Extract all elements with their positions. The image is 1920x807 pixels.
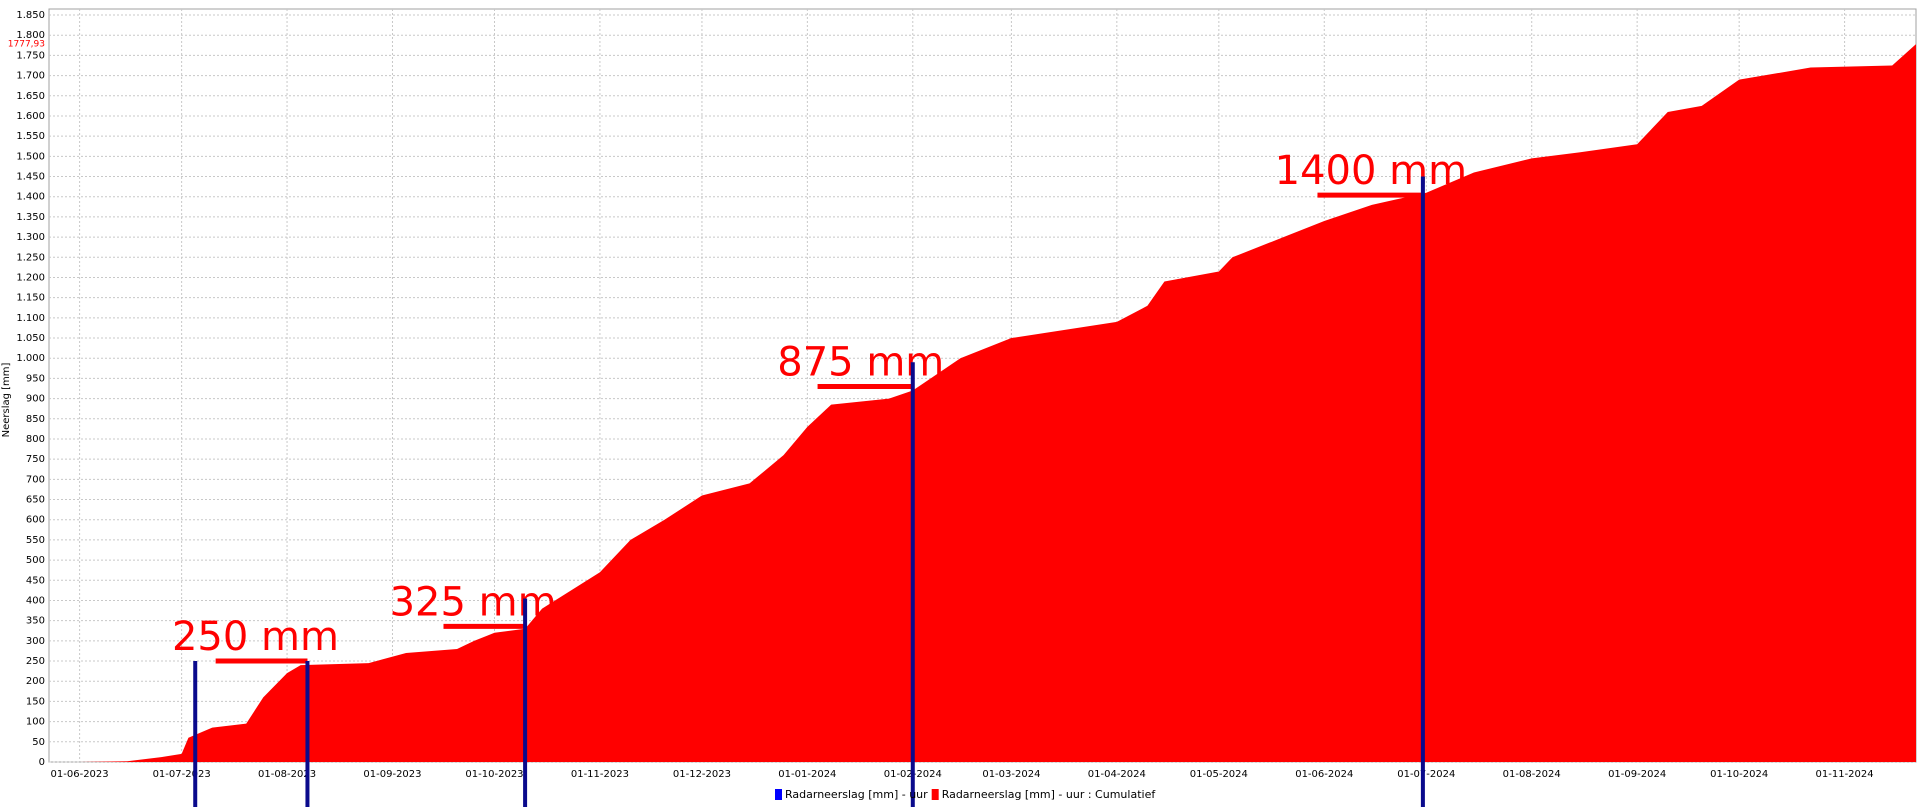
y-tick-label: 500 <box>26 555 45 566</box>
y-tick-label: 1.000 <box>16 353 45 364</box>
y-tick-label: 800 <box>26 434 45 445</box>
y-tick-label: 1.350 <box>16 212 45 223</box>
x-tick-label: 01-08-2023 <box>258 769 316 780</box>
x-tick-label: 01-09-2023 <box>363 769 421 780</box>
y-tick-label: 700 <box>26 474 45 485</box>
legend-label: Radarneerslag [mm] - uur <box>785 788 928 801</box>
y-tick-label: 1.250 <box>16 252 45 263</box>
x-tick-label: 01-06-2024 <box>1295 769 1353 780</box>
x-tick-label: 01-08-2024 <box>1503 769 1561 780</box>
x-tick-label: 01-04-2024 <box>1088 769 1146 780</box>
y-tick-label: 1.200 <box>16 272 45 283</box>
legend-label: Radarneerslag [mm] - uur : Cumulatief <box>942 788 1157 801</box>
y-tick-label: 600 <box>26 515 45 526</box>
y-tick-label: 1.650 <box>16 91 45 102</box>
annotation-text: 1400 mm <box>1275 148 1467 194</box>
last-value-label: 1777,93 <box>8 40 45 50</box>
x-tick-label: 01-07-2024 <box>1397 769 1455 780</box>
y-tick-label: 1.600 <box>16 111 45 122</box>
area <box>79 44 1916 763</box>
y-tick-label: 950 <box>26 373 45 384</box>
y-tick-label: 550 <box>26 535 45 546</box>
y-tick-label: 1.750 <box>16 50 45 61</box>
y-axis-title: Neerslag [mm] <box>1 362 12 437</box>
x-tick-label: 01-10-2024 <box>1710 769 1768 780</box>
x-tick-label: 01-12-2023 <box>673 769 731 780</box>
x-tick-label: 01-10-2023 <box>465 769 523 780</box>
y-tick-label: 1.450 <box>16 172 45 183</box>
y-tick-label: 250 <box>26 656 45 667</box>
y-tick-label: 750 <box>26 454 45 465</box>
legend: Radarneerslag [mm] - uur Radarneerslag [m… <box>775 788 1156 801</box>
y-tick-label: 1.100 <box>16 313 45 324</box>
y-tick-label: 1.700 <box>16 71 45 82</box>
x-tick-label: 01-05-2024 <box>1190 769 1248 780</box>
y-tick-label: 1.300 <box>16 232 45 243</box>
annotation-text: 325 mm <box>390 579 557 625</box>
y-tick-label: 200 <box>26 676 45 687</box>
x-tick-label: 01-07-2023 <box>153 769 211 780</box>
y-tick-label: 0 <box>39 757 45 768</box>
y-tick-label: 1.850 <box>16 10 45 21</box>
annotation-text: 250 mm <box>172 614 339 660</box>
y-tick-label: 450 <box>26 575 45 586</box>
y-tick-label: 100 <box>26 717 45 728</box>
legend-swatch <box>775 789 782 800</box>
x-tick-label: 01-03-2024 <box>982 769 1040 780</box>
x-tick-label: 01-11-2024 <box>1816 769 1874 780</box>
legend-swatch <box>931 789 939 800</box>
y-tick-label: 1.150 <box>16 293 45 304</box>
y-tick-label: 400 <box>26 595 45 606</box>
y-tick-label: 650 <box>26 495 45 506</box>
y-tick-label: 1.800 <box>16 30 45 41</box>
y-tick-label: 300 <box>26 636 45 647</box>
y-tick-label: 1.500 <box>16 151 45 162</box>
y-tick-label: 1.050 <box>16 333 45 344</box>
y-tick-label: 50 <box>32 737 45 748</box>
x-tick-label: 01-01-2024 <box>778 769 836 780</box>
y-tick-label: 350 <box>26 616 45 627</box>
y-tick-label: 1.550 <box>16 131 45 142</box>
annotation-text: 875 mm <box>777 340 944 386</box>
y-tick-label: 150 <box>26 696 45 707</box>
x-tick-label: 01-11-2023 <box>571 769 629 780</box>
y-tick-label: 850 <box>26 414 45 425</box>
y-tick-label: 900 <box>26 394 45 405</box>
x-tick-label: 01-09-2024 <box>1608 769 1666 780</box>
y-tick-label: 1.400 <box>16 192 45 203</box>
x-tick-label: 01-06-2023 <box>51 769 109 780</box>
